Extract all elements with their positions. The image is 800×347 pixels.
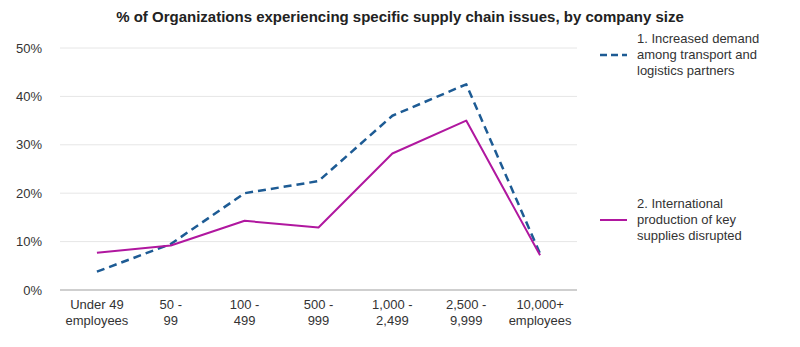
x-tick-label: 2,500 -9,999 xyxy=(446,297,486,328)
x-axis-line xyxy=(60,290,577,291)
x-tick-label-line: 1,000 - xyxy=(372,297,412,312)
legend-label-line: among transport and xyxy=(637,47,757,62)
chart: % of Organizations experiencing specific… xyxy=(0,0,800,347)
grid-line xyxy=(60,48,577,49)
x-tick-label-line: Under 49 xyxy=(70,297,123,312)
y-tick-label: 20% xyxy=(16,186,42,201)
series-line xyxy=(97,121,540,256)
grid-line xyxy=(60,96,577,97)
x-tick-label-line: employees xyxy=(65,313,128,328)
grid xyxy=(60,48,577,290)
legend-label-line: supplies disrupted xyxy=(637,228,742,243)
legend-label-line: 2. International xyxy=(637,196,723,211)
x-tick-label-line: 499 xyxy=(234,313,256,328)
series-line xyxy=(97,84,540,271)
x-tick-label-line: 10,000+ xyxy=(516,297,563,312)
legend-swatch xyxy=(600,219,627,221)
x-tick-label-line: employees xyxy=(509,313,572,328)
series-group xyxy=(97,84,540,271)
x-tick-label: 100 -499 xyxy=(230,297,260,328)
x-tick-label-line: 50 - xyxy=(160,297,182,312)
legend-label: 2. Internationalproduction of keysupplie… xyxy=(637,196,742,243)
grid-line xyxy=(60,290,577,291)
legend-label: 1. Increased demandamong transport andlo… xyxy=(637,31,759,78)
x-tick-label: 10,000+employees xyxy=(509,297,572,328)
grid-line xyxy=(60,193,577,194)
x-tick-label: Under 49employees xyxy=(65,297,128,328)
y-tick-label: 0% xyxy=(23,283,42,298)
x-tick-label: 500 -999 xyxy=(304,297,334,328)
y-tick-label: 10% xyxy=(16,234,42,249)
legend: 1. Increased demandamong transport andlo… xyxy=(600,31,759,243)
y-tick-label: 30% xyxy=(16,137,42,152)
x-tick-label-line: 9,999 xyxy=(450,313,483,328)
y-tick-label: 40% xyxy=(16,89,42,104)
x-tick-label-line: 999 xyxy=(308,313,330,328)
chart-title: % of Organizations experiencing specific… xyxy=(116,8,684,25)
x-tick-label-line: 2,500 - xyxy=(446,297,486,312)
x-tick-label: 1,000 -2,499 xyxy=(372,297,412,328)
x-tick-label-line: 500 - xyxy=(304,297,334,312)
x-tick-label-line: 99 xyxy=(164,313,178,328)
legend-swatch xyxy=(600,54,627,57)
x-tick-label-line: 2,499 xyxy=(376,313,409,328)
legend-label-line: logistics partners xyxy=(637,63,735,78)
legend-label-line: production of key xyxy=(637,212,737,227)
x-tick-label: 50 -99 xyxy=(160,297,182,328)
grid-line xyxy=(60,241,577,242)
y-tick-label: 50% xyxy=(16,41,42,56)
grid-line xyxy=(60,144,577,145)
x-tick-label-line: 100 - xyxy=(230,297,260,312)
legend-label-line: 1. Increased demand xyxy=(637,31,759,46)
